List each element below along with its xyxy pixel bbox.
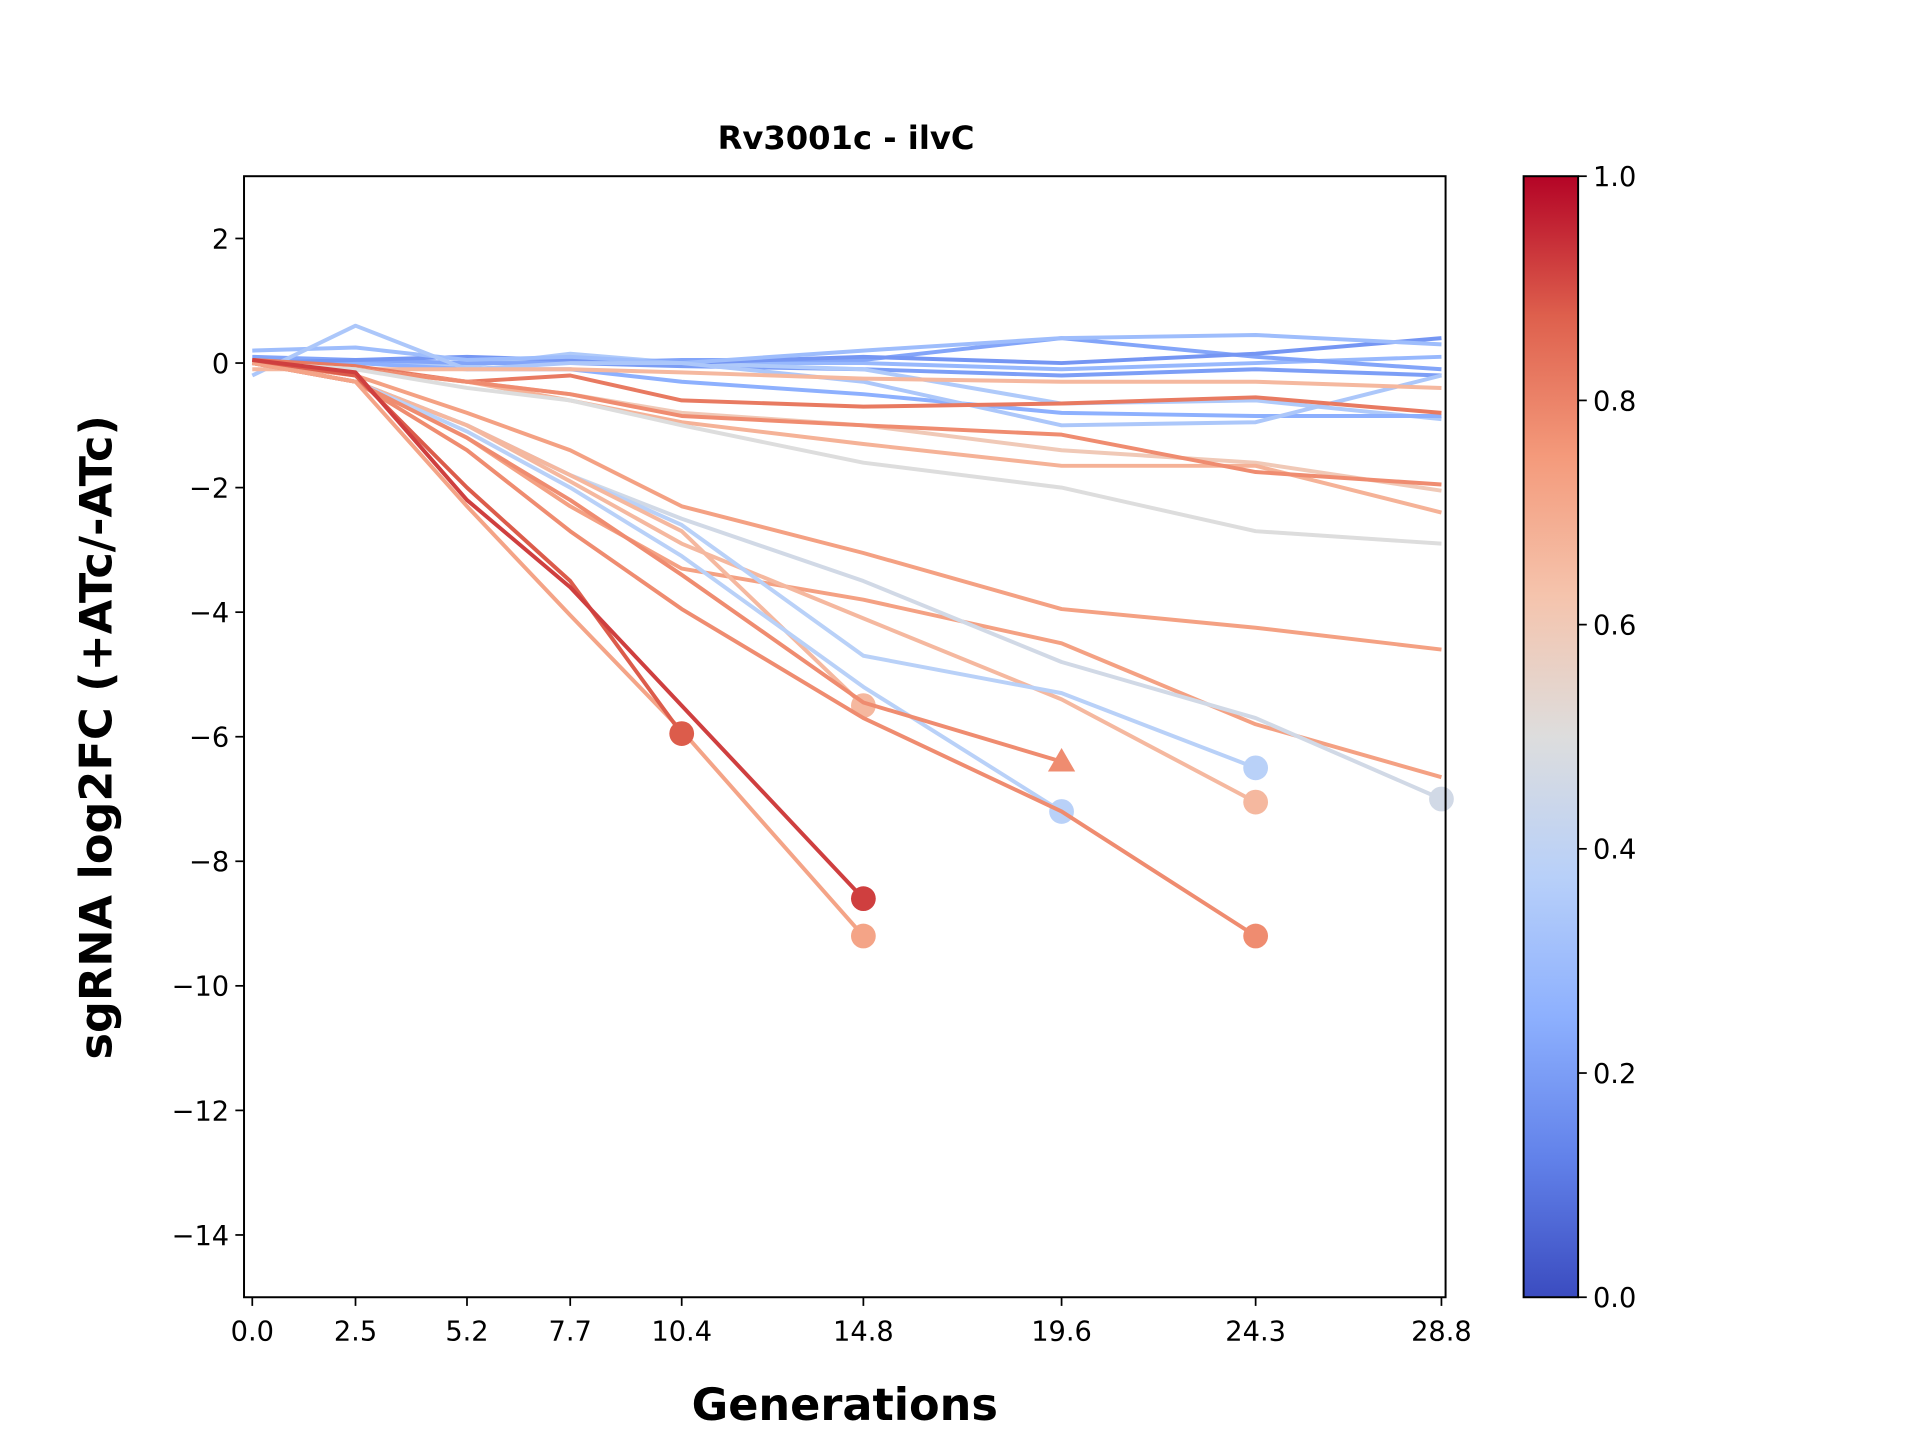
end-marker-circle — [850, 923, 876, 949]
y-tick-label: 0 — [212, 349, 229, 380]
y-tick-label: 2 — [212, 224, 229, 255]
series-lines — [251, 323, 1454, 949]
series-line — [252, 361, 1442, 487]
series-line — [252, 361, 1442, 515]
end-marker-circle — [1243, 923, 1269, 949]
series-line — [252, 357, 1442, 415]
series-line — [252, 361, 1442, 418]
x-tick-label: 28.8 — [1411, 1317, 1472, 1348]
y-tick-label: −10 — [172, 972, 230, 1003]
end-marker-circle — [1243, 755, 1269, 781]
plot-frame — [243, 175, 1447, 1299]
series-line — [251, 357, 684, 735]
end-marker-circle — [1429, 786, 1454, 812]
series-line — [252, 357, 865, 901]
x-axis-label: Generations — [692, 1379, 998, 1431]
y-tick-label: −6 — [189, 723, 229, 754]
colorbar-tick-label: 0.2 — [1593, 1059, 1636, 1090]
chart-title: Rv3001c - ilvC — [718, 119, 975, 157]
x-tick-label: 19.6 — [1031, 1317, 1092, 1348]
colorbar-tick-label: 0.6 — [1593, 611, 1636, 642]
series-line — [251, 361, 1257, 938]
x-tick-label: 0.0 — [231, 1317, 274, 1348]
series-line — [252, 367, 1442, 390]
colorbar-tick-label: 1.0 — [1593, 162, 1636, 193]
series-line — [251, 361, 865, 708]
x-tick-label: 2.5 — [334, 1317, 377, 1348]
colorbar-tick-label: 0.0 — [1593, 1283, 1636, 1314]
end-marker-circle — [1243, 789, 1269, 815]
x-tick-label: 7.7 — [549, 1317, 592, 1348]
x-tick-label: 14.8 — [833, 1317, 894, 1348]
x-tick-label: 10.4 — [651, 1317, 712, 1348]
series-line — [251, 323, 1442, 428]
colorbar-tick-label: 0.4 — [1593, 835, 1636, 866]
x-tick-label: 5.2 — [445, 1317, 488, 1348]
x-axis: 0.0 2.5 5.2 7.7 10.4 14.8 19.6 24.3 28.8 — [231, 1297, 1472, 1348]
series-line — [251, 361, 865, 938]
series-line — [252, 336, 1442, 372]
x-tick-label: 24.3 — [1225, 1317, 1286, 1348]
colorbar-ticks: 0.0 0.2 0.4 0.6 0.8 1.0 — [1578, 162, 1636, 1314]
y-tick-label: −8 — [189, 847, 229, 878]
y-axis: 2 0 −2 −4 −6 −8 −10 −12 −14 — [172, 224, 245, 1252]
y-tick-label: −12 — [172, 1096, 230, 1127]
series-line — [252, 361, 1442, 546]
y-tick-label: −2 — [189, 474, 229, 505]
y-tick-label: −14 — [172, 1221, 230, 1252]
colorbar-tick-label: 0.8 — [1593, 386, 1636, 417]
end-marker-circle — [850, 886, 876, 912]
colorbar — [1522, 175, 1580, 1299]
end-marker-circle — [669, 721, 695, 746]
y-tick-label: −4 — [189, 598, 229, 629]
series-line — [252, 361, 1442, 652]
y-axis-label: sgRNA log2FC (+ATc/-ATc) — [70, 415, 122, 1059]
end-marker-triangle — [1047, 748, 1076, 772]
